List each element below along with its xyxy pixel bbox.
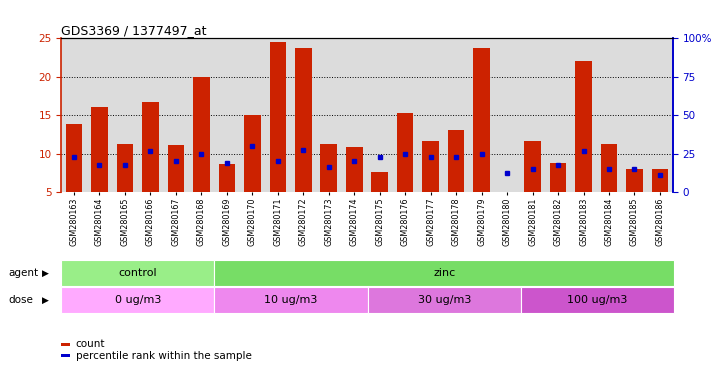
Bar (244, 115, 260, 192)
Bar (142, 102, 159, 192)
Text: ▶: ▶ (42, 268, 49, 278)
Bar (321, 144, 337, 192)
Text: dose: dose (9, 295, 34, 305)
Bar (371, 172, 388, 192)
Bar (295, 48, 311, 192)
Bar (346, 147, 363, 192)
Bar (92, 107, 107, 192)
Bar (575, 61, 592, 192)
Text: 100 ug/m3: 100 ug/m3 (567, 295, 628, 305)
Text: 0 ug/m3: 0 ug/m3 (115, 295, 161, 305)
Bar (193, 77, 210, 192)
Text: zinc: zinc (433, 268, 456, 278)
Bar (423, 141, 439, 192)
Text: count: count (76, 339, 105, 349)
Text: 30 ug/m3: 30 ug/m3 (417, 295, 471, 305)
Bar (117, 144, 133, 192)
Bar (524, 141, 541, 192)
Text: control: control (118, 268, 157, 278)
Text: percentile rank within the sample: percentile rank within the sample (76, 351, 252, 361)
Text: ▶: ▶ (42, 295, 49, 305)
Bar (168, 145, 184, 192)
Bar (218, 164, 235, 192)
Bar (474, 48, 490, 192)
Bar (627, 169, 642, 192)
Bar (601, 144, 617, 192)
Bar (448, 130, 464, 192)
Bar (270, 42, 286, 192)
Bar (652, 169, 668, 192)
Bar (550, 163, 566, 192)
Bar (66, 124, 82, 192)
Text: agent: agent (9, 268, 39, 278)
Text: 10 ug/m3: 10 ug/m3 (265, 295, 318, 305)
Text: GDS3369 / 1377497_at: GDS3369 / 1377497_at (61, 24, 207, 37)
Bar (397, 113, 413, 192)
